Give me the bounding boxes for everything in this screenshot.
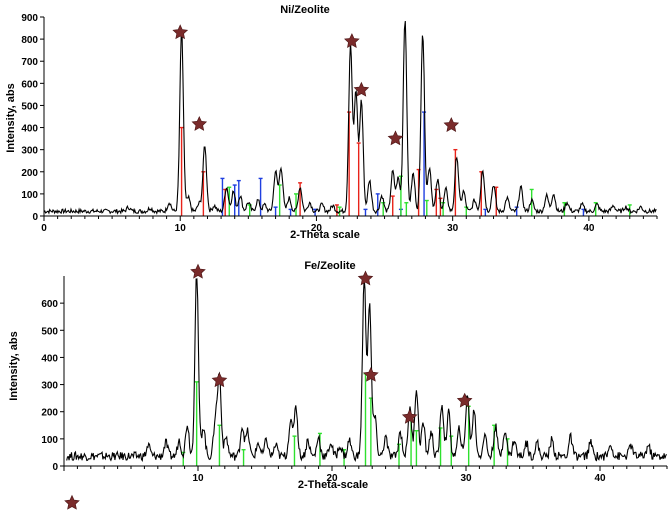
y-tick-label: 0 [32,212,38,223]
diffraction-pattern [43,20,657,215]
star-marker [211,372,228,388]
y-tick-label: 300 [41,381,58,392]
y-axis-label: Intensity, abs [8,331,20,400]
x-tick-label: 10 [192,473,204,484]
star-marker [363,366,379,382]
star-marker [344,33,360,48]
y-tick-label: 500 [41,326,58,337]
y-tick-label: 400 [41,353,58,364]
star-marker [456,392,473,408]
star-markers [190,263,473,424]
x-tick-label: 0 [41,223,47,234]
star-marker [190,263,206,279]
reference-lines [179,111,632,216]
x-tick-label: 30 [460,473,472,484]
reference-lines [181,373,510,466]
chart-title: Fe/Zeolite [304,260,355,272]
y-tick-label: 100 [41,435,58,446]
chart-title: Ni/Zeolite [280,4,330,16]
axes [40,16,658,221]
star-icon [64,494,80,510]
star-marker [387,130,404,146]
star-marker [172,24,189,40]
y-tick-label: 100 [21,190,38,201]
y-tick-label: 600 [21,79,38,90]
x-axis-label: 2-Theta-scale [298,479,368,491]
x-tick-label: 20 [311,223,323,234]
y-tick-label: 500 [21,101,38,112]
y-tick-label: 300 [21,146,38,157]
y-tick-label: 0 [52,462,58,473]
diffraction-pattern [66,278,667,462]
star-marker [357,270,374,286]
x-tick-label: 30 [447,223,459,234]
x-tick-label: 40 [594,473,606,484]
y-tick-label: 200 [21,168,38,179]
star-marker [401,408,418,424]
x-tick-label: 20 [326,473,338,484]
star-marker [191,115,208,131]
y-tick-label: 400 [21,124,38,135]
star-markers [172,24,460,146]
axes [60,276,668,471]
y-axis-label: Intensity, abs [5,83,17,152]
fe-zeolite-chart: Fe/Zeolite Intensity, abs 2-Theta-scale … [8,260,668,491]
ni-zeolite-chart: Ni/Zeolite Intensity, abs 2-Theta scale … [5,4,658,241]
star-marker [443,117,460,132]
star-marker [353,81,370,97]
x-tick-label: 40 [583,223,595,234]
x-axis-label: 2-Theta scale [290,229,360,241]
star-marker [64,494,80,510]
y-tick-label: 200 [41,408,58,419]
x-tick-label: 10 [175,223,187,234]
y-tick-label: 600 [41,299,58,310]
y-tick-label: 900 [21,13,38,24]
y-tick-label: 800 [21,35,38,46]
y-tick-label: 700 [21,57,38,68]
